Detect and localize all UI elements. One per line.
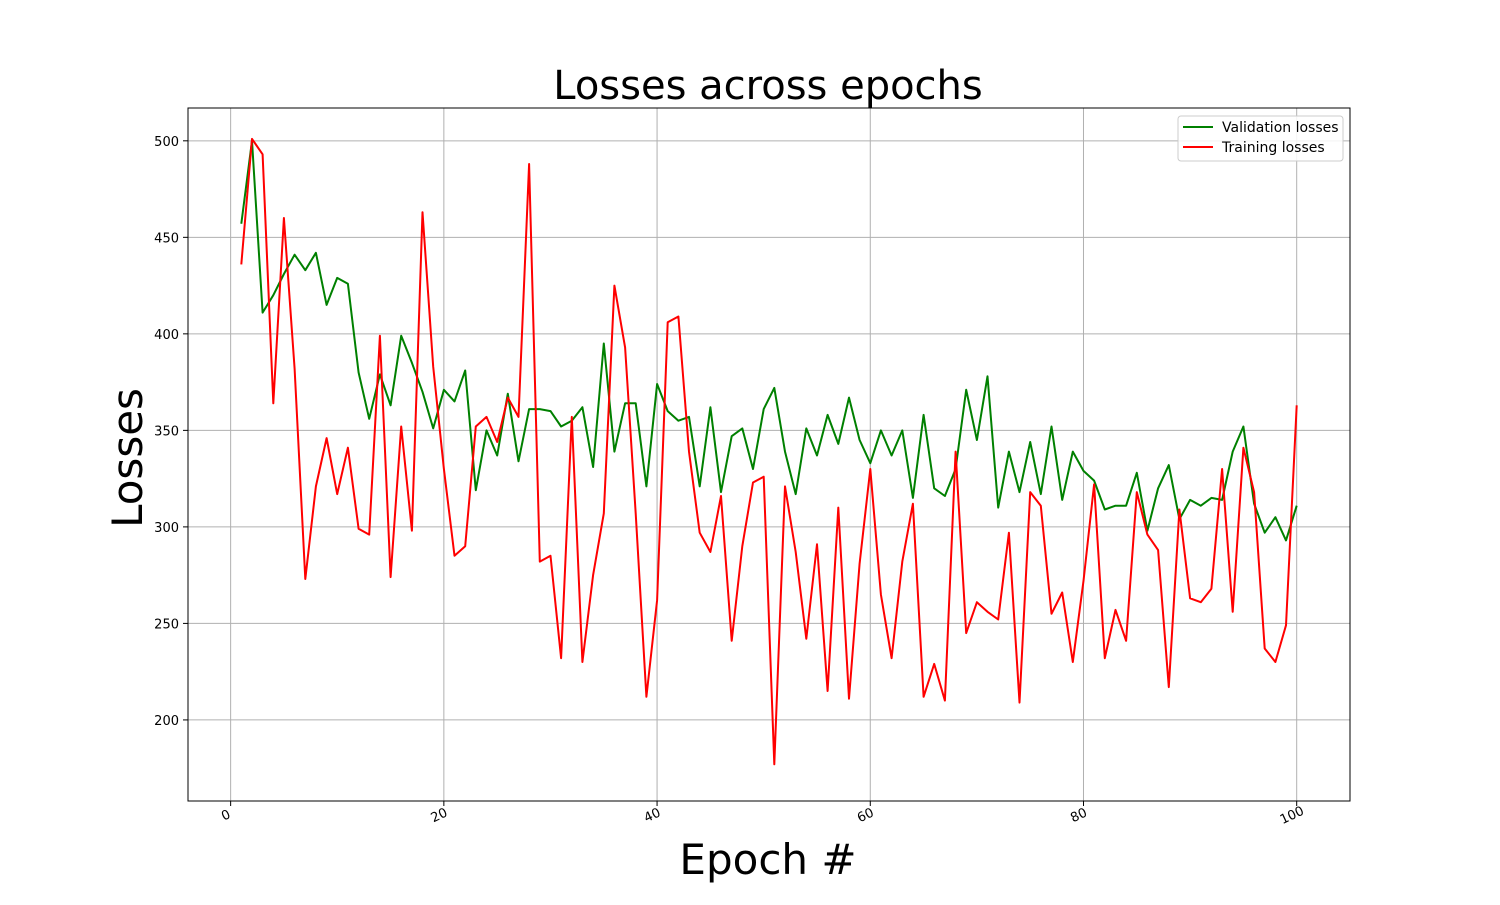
x-axis-label: Epoch # bbox=[679, 835, 856, 884]
y-tick-label: 350 bbox=[154, 424, 179, 439]
chart-title: Losses across epochs bbox=[553, 63, 983, 109]
plot-area-frame bbox=[187, 107, 1351, 802]
y-tick-label: 500 bbox=[154, 135, 179, 150]
y-axis-label: Losses bbox=[103, 388, 152, 528]
grid bbox=[188, 108, 1350, 801]
x-tick-label: 60 bbox=[855, 806, 876, 827]
y-tick-label: 450 bbox=[154, 231, 179, 246]
x-tick-label: 40 bbox=[642, 806, 663, 827]
y-tick-label: 250 bbox=[154, 617, 179, 632]
x-tick-label: 20 bbox=[429, 806, 450, 827]
legend-label-training: Training losses bbox=[1221, 140, 1325, 156]
series-line-training bbox=[240, 137, 1298, 766]
x-tick-label: 80 bbox=[1068, 806, 1089, 827]
x-tick-label: 100 bbox=[1278, 804, 1307, 828]
legend: Validation losses Training losses bbox=[1177, 115, 1344, 162]
y-tick-label: 400 bbox=[154, 328, 179, 343]
series-layer bbox=[240, 137, 1298, 766]
series-line-validation bbox=[240, 139, 1298, 542]
legend-box bbox=[1177, 115, 1344, 162]
y-tick-label: 300 bbox=[154, 521, 179, 536]
y-tick-label: 200 bbox=[154, 714, 179, 729]
legend-label-validation: Validation losses bbox=[1222, 120, 1339, 136]
x-tick-label: 0 bbox=[219, 807, 233, 824]
